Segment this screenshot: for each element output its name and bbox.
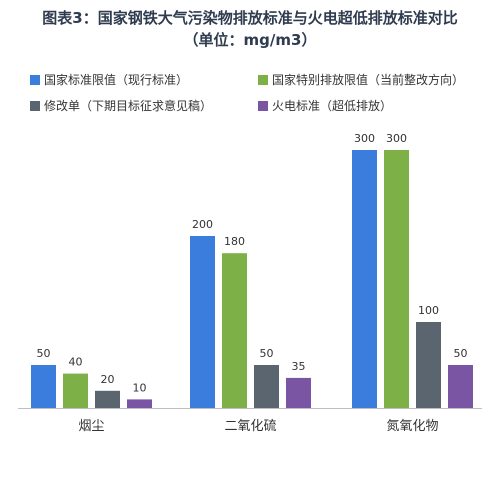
data-label-1-2: 200 — [192, 218, 213, 231]
bar-2-3 — [384, 150, 409, 408]
legend-item-series-3: 修改单（下期目标征求意见稿） — [30, 98, 212, 114]
legend-item-series-4: 火电标准（超低排放） — [258, 98, 392, 114]
data-label-1-1: 50 — [37, 347, 51, 360]
category-label-3: 氮氧化物 — [386, 419, 438, 434]
bar-3-2 — [254, 365, 279, 408]
bar-2-2 — [222, 253, 247, 408]
data-label-4-1: 10 — [133, 381, 147, 394]
legend-label-series-2: 国家特别排放限值（当前整改方向） — [272, 73, 465, 87]
bar-2-1 — [63, 373, 88, 408]
legend-label-series-4: 火电标准（超低排放） — [272, 99, 393, 113]
bar-3-3 — [416, 322, 441, 408]
data-label-2-2: 180 — [224, 235, 245, 248]
data-label-2-1: 40 — [69, 356, 83, 369]
data-label-3-2: 50 — [260, 347, 274, 360]
data-label-4-3: 50 — [454, 347, 468, 360]
data-label-3-3: 100 — [418, 304, 439, 317]
bar-1-3 — [352, 150, 377, 408]
bar-3-1 — [95, 390, 120, 408]
bar-1-1 — [31, 365, 56, 408]
legend-swatch-series-3 — [30, 100, 40, 111]
data-label-2-3: 300 — [386, 132, 407, 145]
legend-swatch-series-2 — [258, 74, 268, 85]
legend-item-series-1: 国家标准限值（现行标准） — [30, 72, 188, 88]
data-label-3-1: 20 — [101, 373, 115, 386]
bar-4-1 — [127, 399, 152, 408]
chart-subtitle: （单位：mg/m3） — [183, 31, 317, 49]
category-label-1: 烟尘 — [78, 419, 104, 434]
bar-4-3 — [448, 365, 473, 408]
data-label-1-3: 300 — [354, 132, 375, 145]
legend-swatch-series-4 — [258, 100, 268, 111]
category-label-2: 二氧化硫 — [224, 419, 276, 434]
bar-4-2 — [286, 377, 311, 408]
legend-item-series-2: 国家特别排放限值（当前整改方向） — [258, 72, 464, 88]
legend-swatch-series-1 — [30, 74, 40, 85]
chart-title: 图表3：国家钢铁大气污染物排放标准与火电超低排放标准对比 — [42, 9, 458, 27]
data-label-4-2: 35 — [292, 360, 306, 373]
legend-label-series-3: 修改单（下期目标征求意见稿） — [44, 99, 213, 113]
bar-1-2 — [190, 236, 215, 408]
legend-label-series-1: 国家标准限值（现行标准） — [44, 73, 189, 87]
